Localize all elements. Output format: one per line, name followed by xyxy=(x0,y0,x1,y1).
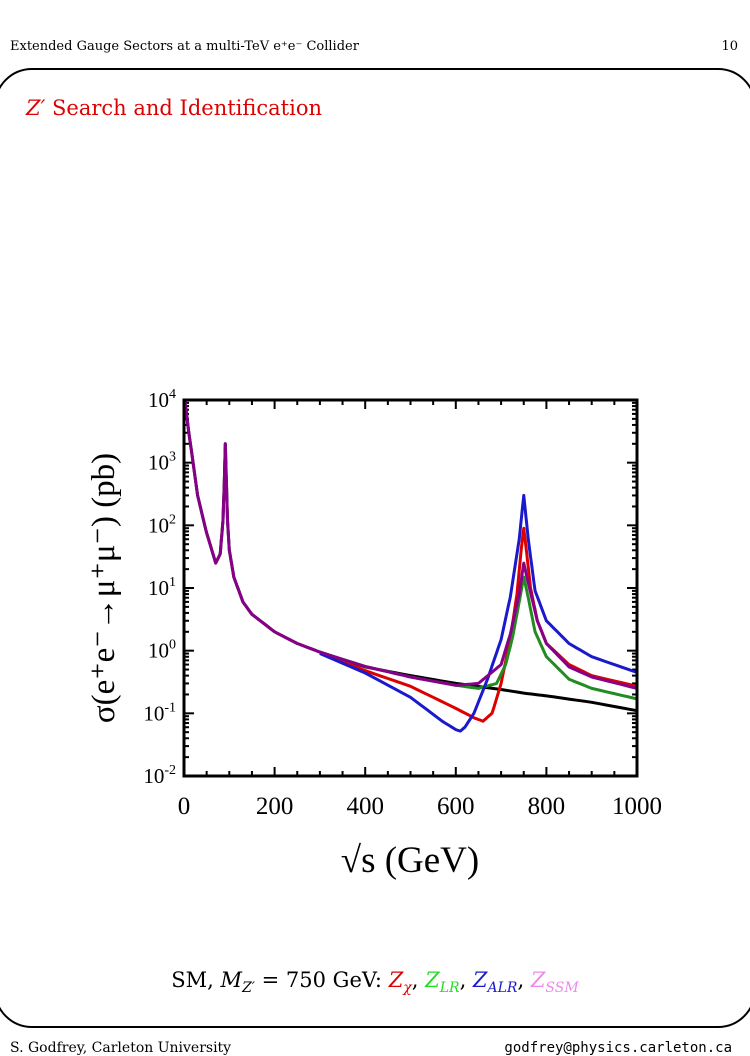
y-tick-label: 101 xyxy=(148,575,176,600)
mass-symbol: M xyxy=(220,968,243,992)
model-subscript: ALR xyxy=(487,980,518,997)
page-number: 10 xyxy=(721,39,738,54)
plot-frame xyxy=(182,398,639,778)
model-subscript: LR xyxy=(439,980,460,997)
model-symbol: Z xyxy=(425,968,440,992)
caption-prefix: SM, xyxy=(171,968,221,992)
y-tick-label: 103 xyxy=(148,450,176,475)
x-tick-label: 1000 xyxy=(612,793,662,820)
model-3: ZSSM xyxy=(530,968,579,996)
mass-subscript: Z′ xyxy=(242,980,255,997)
title-symbol: Z′ xyxy=(26,96,46,120)
series-line-3 xyxy=(319,493,637,733)
model-list: Zχ, ZLR, ZALR, ZSSM xyxy=(388,968,579,996)
series-layer xyxy=(184,400,637,733)
model-symbol: Z xyxy=(388,968,404,992)
y-axis-label: σ(e⁺e⁻→μ⁺μ⁻) (pb) xyxy=(86,453,122,723)
model-separator: , xyxy=(459,968,473,992)
x-tick-label: 800 xyxy=(528,793,566,820)
header-title: Extended Gauge Sectors at a multi-TeV e⁺… xyxy=(10,39,359,54)
x-tick-label: 400 xyxy=(346,793,384,820)
mass-value: = 750 GeV: xyxy=(254,968,389,992)
x-tick-label: 0 xyxy=(178,793,191,820)
x-axis-label: √s (GeV) xyxy=(341,840,479,881)
tick-labels: 0 200 400 600 800 1000 104 103 102 101 100 10-1 10-2 xyxy=(143,387,662,820)
model-subscript: SSM xyxy=(545,980,579,997)
slide-frame xyxy=(0,68,750,1028)
series-line-2 xyxy=(319,575,637,701)
model-symbol: Z xyxy=(472,968,488,992)
model-subscript: χ xyxy=(403,980,412,997)
caption: SM, MZ′ = 750 GeV: Zχ, ZLR, ZALR, ZSSM xyxy=(0,968,750,996)
model-symbol: Z xyxy=(530,968,546,992)
footer-email: godfrey@physics.carleton.ca xyxy=(504,1040,732,1056)
title-text: Search and Identification xyxy=(52,96,323,120)
cross-section-chart: 0 200 400 600 800 1000 104 103 102 101 100 10-1 10-2… xyxy=(86,387,662,881)
series-line-1 xyxy=(319,526,637,723)
y-tick-label: 10-1 xyxy=(143,700,176,725)
model-separator: , xyxy=(411,968,426,992)
series-line-4 xyxy=(184,400,637,690)
footer-author: S. Godfrey, Carleton University xyxy=(10,1040,232,1056)
x-tick-label: 600 xyxy=(437,793,475,820)
model-0: Zχ xyxy=(388,968,412,996)
x-tick-label: 200 xyxy=(256,793,294,820)
slide-title: Z′ Search and Identification xyxy=(26,96,322,120)
y-tick-label: 102 xyxy=(148,512,176,537)
y-tick-label: 104 xyxy=(148,387,176,412)
model-1: ZLR xyxy=(425,968,459,996)
y-tick-label: 10-2 xyxy=(143,763,176,788)
axis-ticks xyxy=(183,400,638,777)
model-separator: , xyxy=(517,968,531,992)
y-tick-label: 100 xyxy=(148,638,176,663)
model-2: ZALR xyxy=(472,968,518,996)
